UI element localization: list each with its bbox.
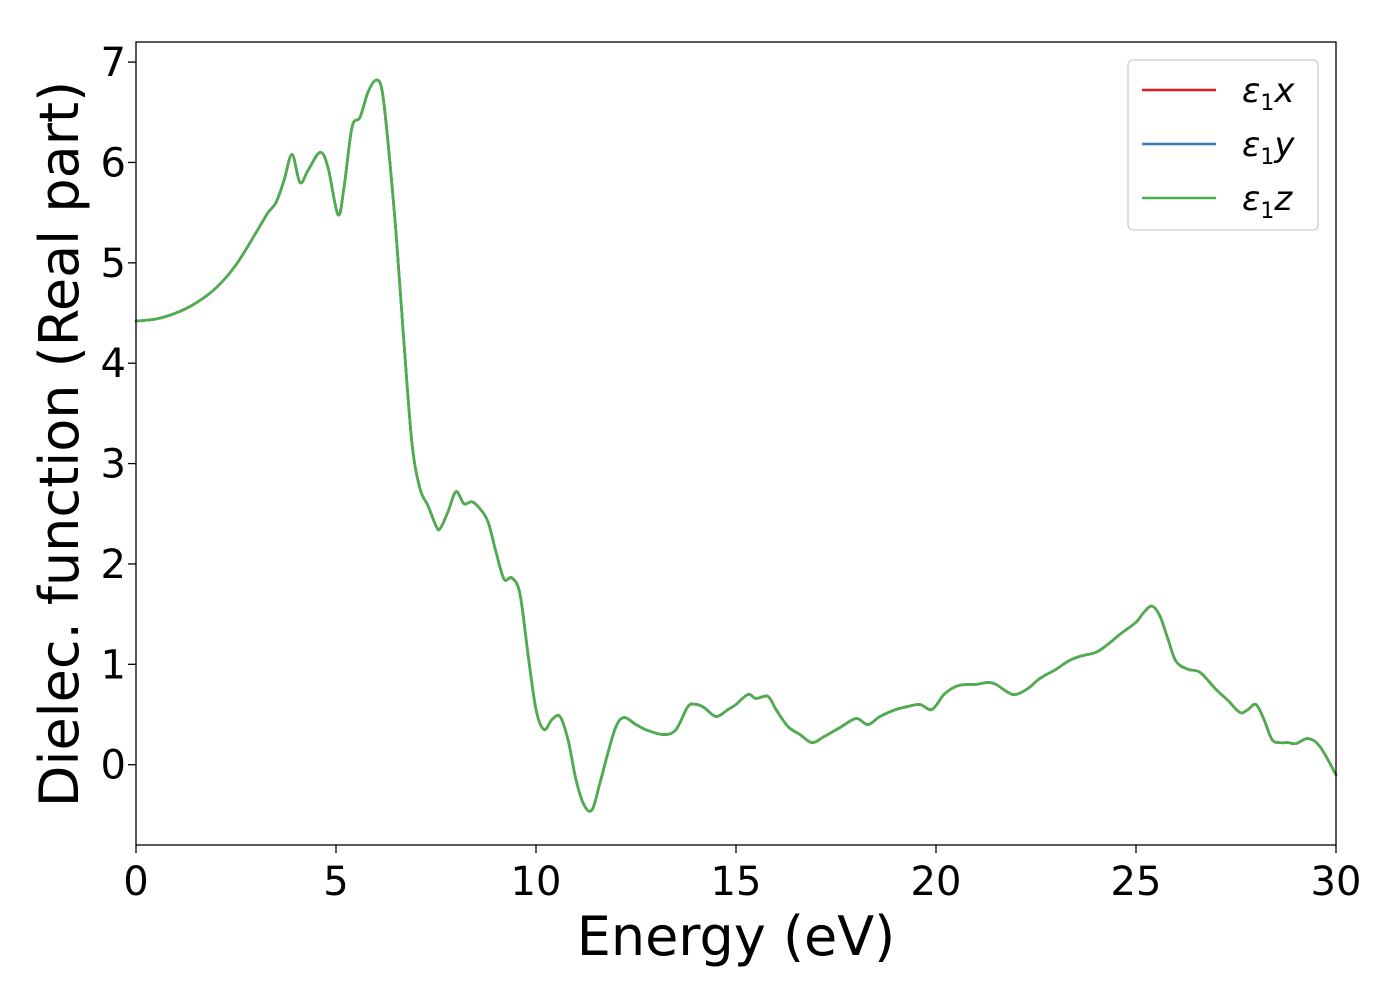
y-tick-label: 6	[101, 140, 126, 186]
plot-frame	[135, 41, 1337, 846]
x-tick-label: 25	[1111, 859, 1162, 905]
x-tick-label: 30	[1311, 859, 1362, 905]
legend-label-eps1y: ε1y	[1242, 125, 1295, 170]
series-layer	[134, 78, 1338, 813]
legend-frame	[1127, 59, 1319, 231]
x-tick-label: 5	[323, 859, 348, 905]
y-tick-label: 2	[101, 542, 126, 588]
y-axis-label: Dielec. function (Real part)	[28, 81, 91, 807]
y-tick-label: 1	[101, 642, 126, 688]
x-axis-label: Energy (eV)	[577, 905, 896, 968]
legend-label-eps1z: ε1z	[1242, 179, 1293, 224]
legend-label-eps1x: ε1x	[1242, 71, 1295, 116]
y-tick-label: 4	[101, 341, 126, 387]
series-line-eps1z	[134, 78, 1338, 813]
x-tick-label: 15	[711, 859, 762, 905]
y-tick-label: 7	[101, 40, 126, 86]
y-tick-label: 0	[101, 743, 126, 789]
y-tick-label: 5	[101, 241, 126, 287]
legend: ε1x ε1y ε1z	[1127, 59, 1319, 231]
x-axis-ticks: 0 5 10 15 20 25 30	[123, 845, 1361, 905]
y-tick-label: 3	[101, 442, 126, 488]
x-tick-label: 0	[123, 859, 148, 905]
x-tick-label: 10	[511, 859, 562, 905]
y-axis-ticks: 0 1 2 3 4 5 6 7	[101, 40, 136, 789]
x-tick-label: 20	[911, 859, 962, 905]
legend-entries: ε1x ε1y ε1z	[1142, 71, 1295, 224]
